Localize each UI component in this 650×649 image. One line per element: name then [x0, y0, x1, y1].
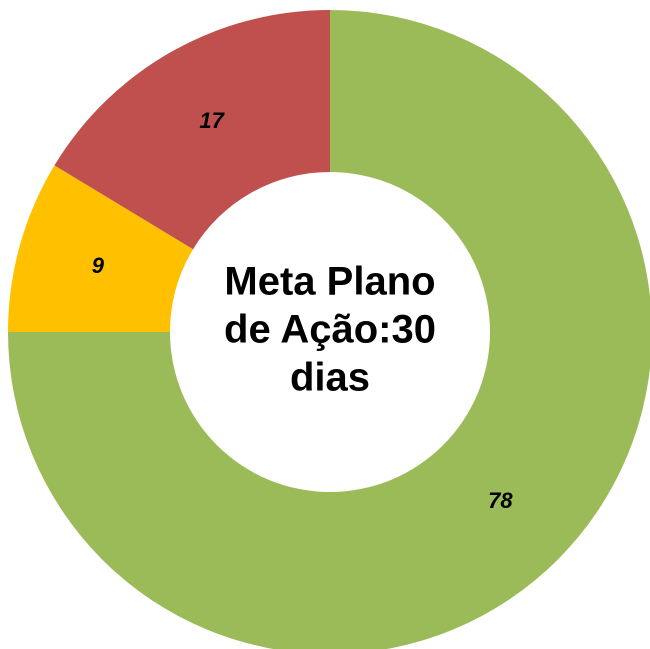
donut-segment: [8, 10, 650, 649]
data-label: 9: [92, 253, 105, 278]
center-text: de Ação:30: [224, 308, 436, 352]
data-label: 17: [199, 108, 225, 133]
center-text: Meta Plano: [224, 260, 435, 304]
donut-segment: [54, 10, 331, 250]
center-text: dias: [290, 356, 370, 400]
data-label: 78: [488, 488, 513, 513]
donut-segment: [8, 165, 194, 332]
